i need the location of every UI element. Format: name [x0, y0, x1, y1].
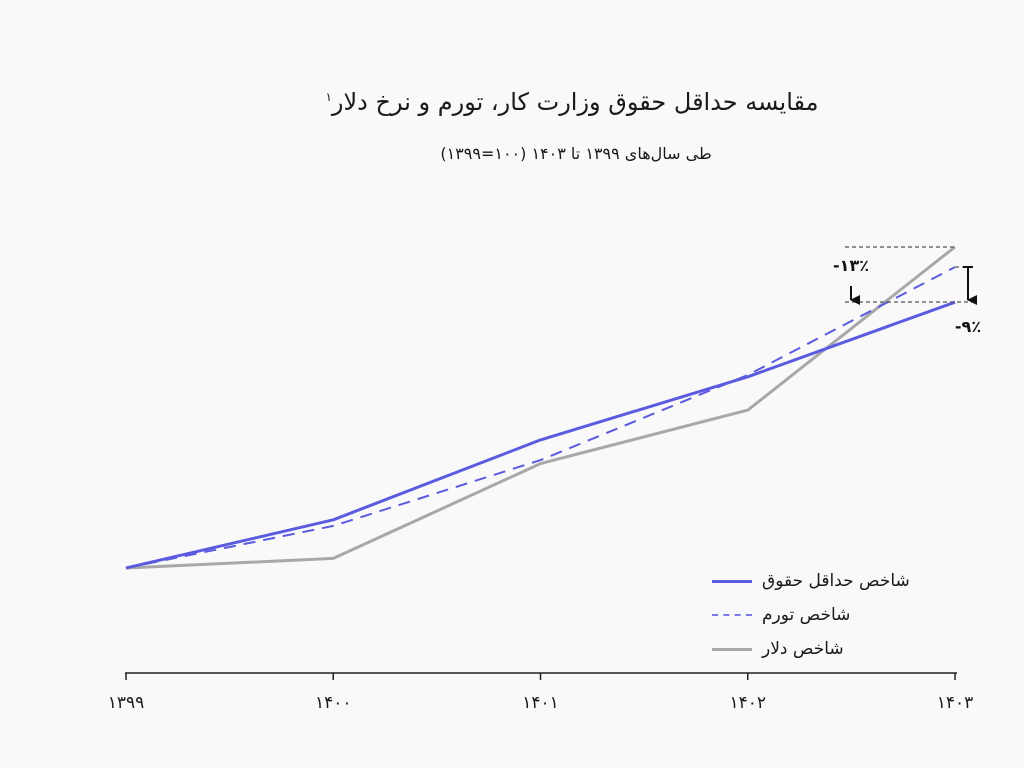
series-line-2 [125, 245, 956, 570]
plot-lines [125, 245, 956, 570]
legend-item-dollar: شاخص دلار [712, 632, 910, 666]
chart-title: مقایسه حداقل حقوق وزارت کار، تورم و نرخ … [0, 88, 1024, 116]
legend-item-minimum-wage: شاخص حداقل حقوق [712, 564, 910, 598]
chart-title-text: مقایسه حداقل حقوق وزارت کار، تورم و نرخ … [331, 88, 819, 116]
annotation-vs-dollar: -۱۳٪ [833, 256, 869, 275]
x-tick-label: ۱۴۰۲ [729, 693, 766, 713]
legend-label: شاخص دلار [762, 639, 844, 659]
chart-legend: شاخص حداقل حقوق شاخص تورم شاخص دلار [712, 564, 910, 666]
x-tick-label: ۱۳۹۹ [108, 693, 145, 713]
legend-label: شاخص تورم [762, 605, 851, 625]
legend-swatch-solid-gray [712, 647, 752, 651]
chart-subtitle: طی سال‌های ۱۳۹۹ تا ۱۴۰۳ (۱۰۰=۱۳۹۹) [0, 144, 1024, 163]
legend-label: شاخص حداقل حقوق [762, 571, 910, 591]
x-axis-ticks: ۱۳۹۹ ۱۴۰۰ ۱۴۰۱ ۱۴۰۲ ۱۴۰۳ [108, 673, 974, 713]
x-tick-label: ۱۴۰۰ [315, 693, 352, 713]
series-line-1 [125, 266, 956, 569]
title-footnote-marker: ۱ [325, 90, 332, 104]
chart-subtitle-text: طی سال‌های ۱۳۹۹ تا ۱۴۰۳ (۱۰۰=۱۳۹۹) [440, 144, 712, 163]
legend-swatch-dashed-blue [712, 614, 752, 616]
legend-swatch-solid-blue [712, 579, 752, 583]
legend-item-inflation: شاخص تورم [712, 598, 910, 632]
x-tick-label: ۱۴۰۱ [522, 693, 559, 713]
series-line-0 [125, 300, 956, 570]
annotation-vs-inflation: -۹٪ [955, 317, 981, 336]
x-tick-label: ۱۴۰۳ [937, 693, 974, 713]
